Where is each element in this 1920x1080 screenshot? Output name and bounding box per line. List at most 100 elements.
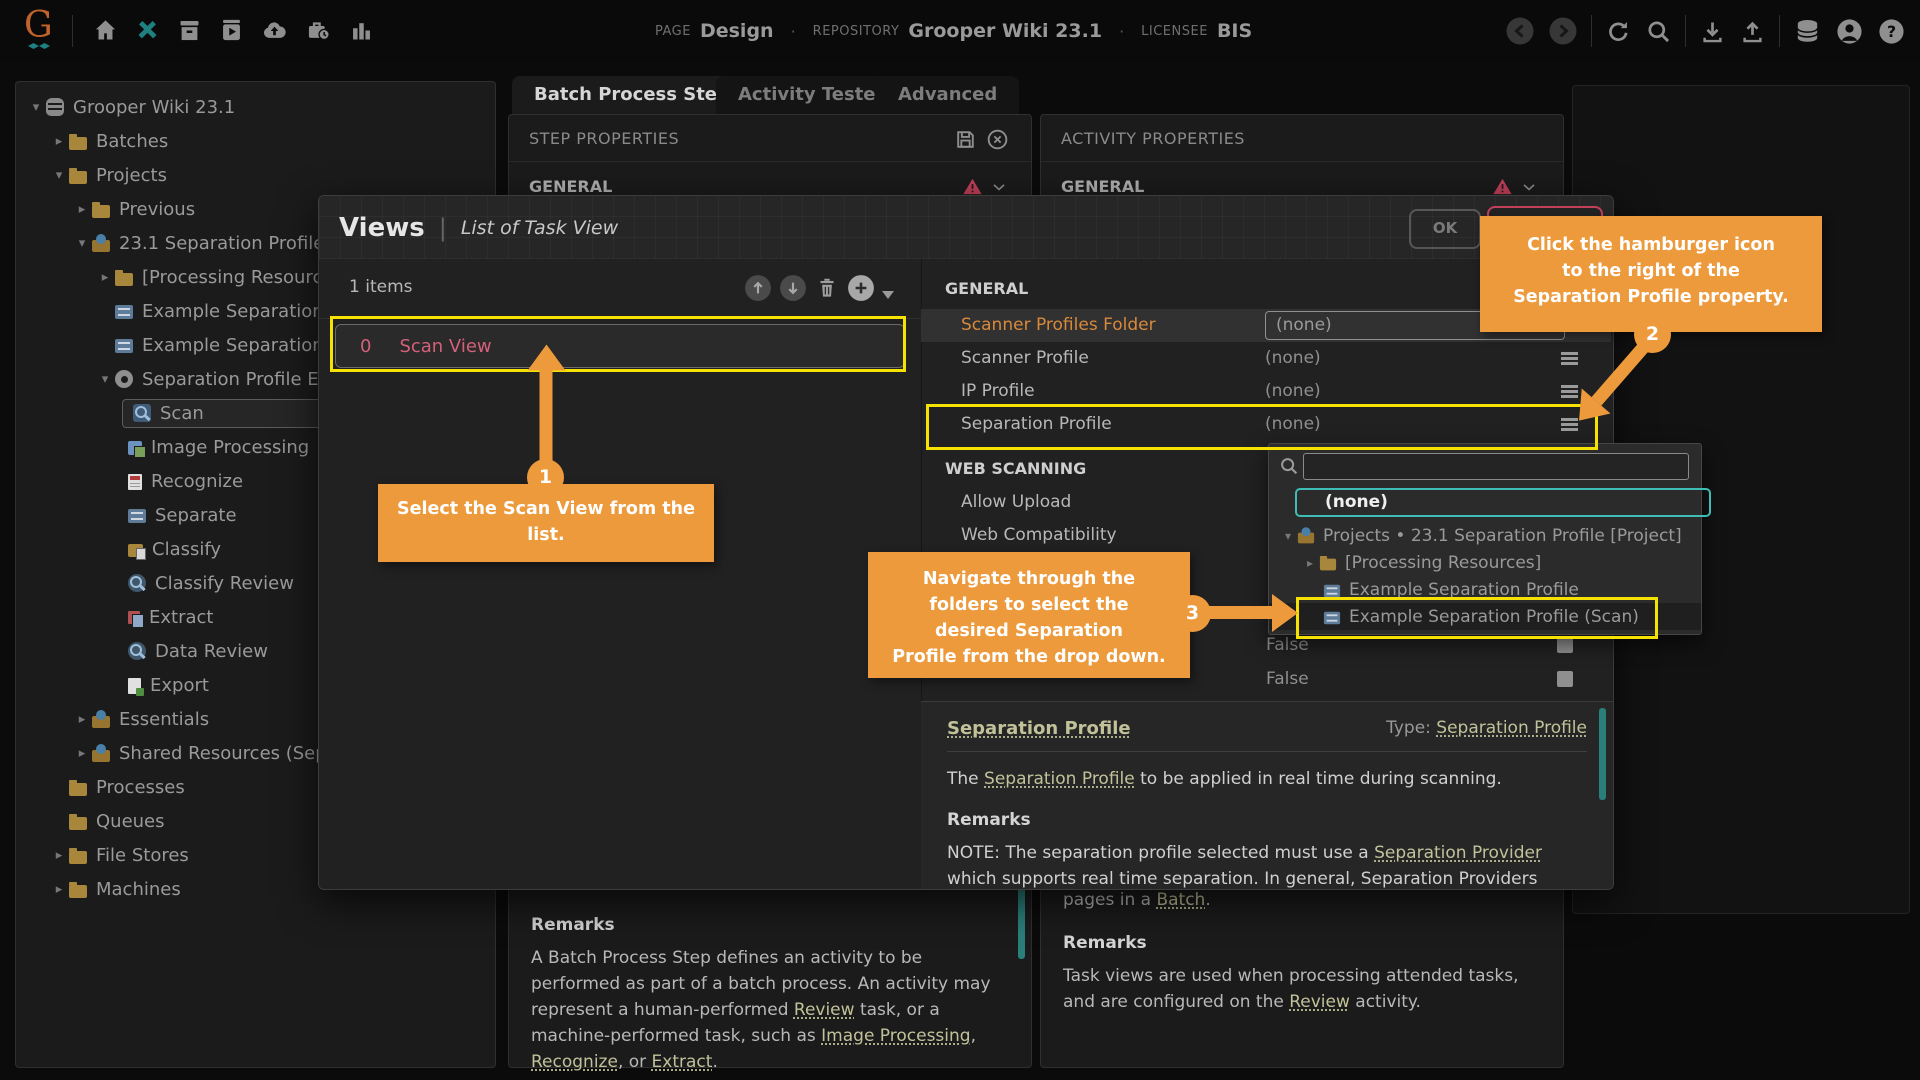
property-row-false[interactable]: False: [921, 629, 1611, 662]
tree-item-projects[interactable]: ▾ Projects: [16, 158, 495, 192]
grooper-logo[interactable]: G: [24, 5, 53, 46]
dropdown-none-option[interactable]: (none): [1295, 488, 1711, 517]
review-link[interactable]: Review: [793, 1000, 855, 1020]
tree-item-processes[interactable]: Processes: [16, 770, 495, 804]
close-circle-icon[interactable]: [985, 127, 1010, 152]
design-tools-icon[interactable]: [134, 17, 161, 44]
chevron-down-icon[interactable]: [1519, 177, 1539, 197]
tree-item-batches[interactable]: ▸ Batches: [16, 124, 495, 158]
jobs-clock-icon[interactable]: [304, 17, 333, 44]
checkbox[interactable]: [1557, 637, 1573, 653]
help-icon[interactable]: ?: [1877, 17, 1906, 46]
image-processing-link[interactable]: Image Processing: [821, 1026, 971, 1046]
tree-item-previous[interactable]: ▸ Previous: [16, 192, 495, 226]
batch-link[interactable]: Batch: [1156, 890, 1206, 910]
search-icon: [1278, 455, 1300, 477]
tab-advanced[interactable]: Advanced: [876, 76, 1020, 114]
tree-item-classify-review[interactable]: Classify Review: [16, 566, 495, 600]
extract-link[interactable]: Extract: [651, 1052, 713, 1072]
forward-icon[interactable]: [1548, 16, 1578, 46]
move-up-button[interactable]: [744, 274, 772, 302]
add-menu-caret-icon[interactable]: [882, 291, 894, 299]
tree-item-example-separation-profile[interactable]: Example Separation P: [16, 294, 495, 328]
hamburger-icon[interactable]: [1561, 385, 1578, 388]
callout-text: Profile from the drop down.: [892, 647, 1166, 667]
expander-icon[interactable]: ▸: [55, 847, 63, 863]
type-value-link[interactable]: Separation Profile: [1436, 718, 1587, 738]
dropdown-item-example-separation-profile[interactable]: Example Separation Profile: [1269, 576, 1701, 603]
task-view-list-item[interactable]: 0 Scan View: [335, 324, 905, 368]
tree-item-queues[interactable]: Queues: [16, 804, 495, 838]
property-row-separation-profile[interactable]: Separation Profile (none): [921, 408, 1611, 441]
hamburger-icon[interactable]: [1561, 352, 1578, 355]
recognize-link[interactable]: Recognize: [531, 1052, 618, 1072]
tree-item-shared-resources[interactable]: ▸ Shared Resources (Sepa: [16, 736, 495, 770]
database-icon[interactable]: [1793, 17, 1822, 46]
expander-icon[interactable]: ▾: [78, 235, 86, 251]
refresh-icon[interactable]: [1605, 18, 1632, 45]
expander-icon[interactable]: ▾: [1284, 528, 1292, 543]
tree-item-essentials[interactable]: ▸ Essentials: [16, 702, 495, 736]
separation-profile-link[interactable]: Separation Profile: [984, 769, 1135, 789]
move-down-button[interactable]: [779, 274, 807, 302]
expander-icon[interactable]: ▾: [101, 371, 109, 387]
save-icon[interactable]: [953, 127, 978, 152]
property-row-false[interactable]: False: [921, 663, 1611, 696]
expander-icon[interactable]: ▸: [78, 745, 86, 761]
dropdown-item-projects[interactable]: ▾ Projects • 23.1 Separation Profile [Pro…: [1269, 522, 1701, 549]
expander-icon[interactable]: ▸: [78, 201, 86, 217]
expander-icon[interactable]: ▸: [78, 711, 86, 727]
hamburger-icon[interactable]: [1561, 418, 1578, 421]
scrollbar-thumb[interactable]: [1018, 883, 1025, 959]
separation-provider-link[interactable]: Separation Provider: [1374, 843, 1542, 863]
checkbox[interactable]: [1557, 671, 1573, 687]
add-button[interactable]: [847, 274, 875, 302]
upload-icon[interactable]: [1739, 18, 1766, 45]
tab-activity-tester[interactable]: Activity Tester: [716, 76, 907, 114]
tree-item-separate[interactable]: Separate: [16, 498, 495, 532]
expander-icon[interactable]: ▸: [1306, 555, 1314, 570]
delete-icon[interactable]: [814, 274, 840, 302]
scrollbar-thumb[interactable]: [1599, 708, 1606, 800]
download-icon[interactable]: [1699, 18, 1726, 45]
tree-item-separation-profile-project[interactable]: ▾ 23.1 Separation Profile [: [16, 226, 495, 260]
dropdown-item-processing-resources[interactable]: ▸ [Processing Resources]: [1269, 549, 1701, 576]
tree-item-recognize[interactable]: Recognize: [16, 464, 495, 498]
tree-item-machines[interactable]: ▸ Machines: [16, 872, 495, 906]
tree-item-processing-resources[interactable]: ▸ [Processing Resources: [16, 260, 495, 294]
tree-item-export[interactable]: Export: [16, 668, 495, 702]
property-row-allow-upload[interactable]: Allow Upload: [921, 486, 1611, 519]
tree-item-extract[interactable]: Extract: [16, 600, 495, 634]
tree-item-file-stores[interactable]: ▸ File Stores: [16, 838, 495, 872]
search-icon[interactable]: [1645, 18, 1672, 45]
tab-batch-process-step[interactable]: Batch Process Step: [512, 76, 752, 114]
expander-icon[interactable]: ▸: [55, 881, 63, 897]
dropdown-search-input[interactable]: [1303, 453, 1689, 480]
batch-play-icon[interactable]: [218, 17, 245, 44]
property-row-web-compatibility[interactable]: Web Compatibility: [921, 519, 1611, 552]
expander-icon[interactable]: ▸: [101, 269, 109, 285]
tree-item-data-review[interactable]: Data Review: [16, 634, 495, 668]
tree-item-label: Recognize: [151, 470, 244, 492]
expander-icon[interactable]: ▾: [32, 99, 40, 115]
property-row-scanner-profile[interactable]: Scanner Profile (none): [921, 342, 1611, 375]
bar-chart-icon[interactable]: [348, 17, 375, 44]
expander-icon[interactable]: ▸: [55, 133, 63, 149]
back-icon[interactable]: [1505, 16, 1535, 46]
tree-item-classify[interactable]: Classify: [16, 532, 495, 566]
tree-item-example-separation-profile[interactable]: Example Separation P: [16, 328, 495, 362]
tree-item-grooper-wiki[interactable]: ▾ Grooper Wiki 23.1: [16, 90, 495, 124]
review-link[interactable]: Review: [1289, 992, 1350, 1012]
user-icon[interactable]: [1835, 17, 1864, 46]
property-row-ip-profile[interactable]: IP Profile (none): [921, 375, 1611, 408]
ok-button[interactable]: OK: [1409, 209, 1481, 249]
tree-item-separation-profile-example[interactable]: ▾ Separation Profile Exa: [16, 362, 495, 396]
dropdown-item-example-separation-profile-scan[interactable]: Example Separation Profile (Scan): [1269, 603, 1701, 630]
chevron-down-icon[interactable]: [989, 177, 1009, 197]
cloud-upload-icon[interactable]: [260, 17, 289, 44]
separation-profile-icon: [1323, 611, 1341, 624]
expander-icon[interactable]: ▾: [55, 167, 63, 183]
tree-item-image-processing[interactable]: Image Processing: [16, 430, 495, 464]
home-icon[interactable]: [92, 17, 119, 44]
archive-box-icon[interactable]: [176, 17, 203, 44]
